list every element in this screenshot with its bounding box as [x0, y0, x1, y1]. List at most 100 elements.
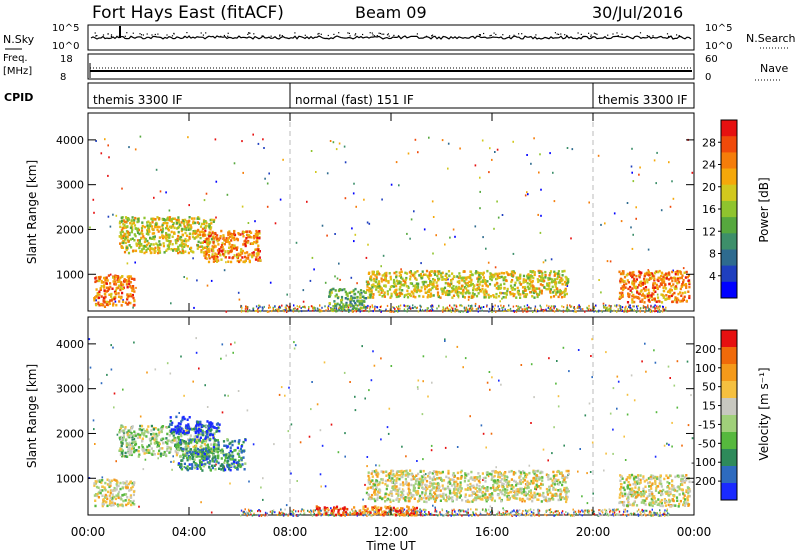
backscatter-cell	[167, 233, 170, 237]
scatter-pixel	[198, 367, 200, 370]
backscatter-cell	[424, 287, 427, 291]
backscatter-cell	[531, 275, 534, 278]
noise-pixel	[317, 308, 319, 311]
backscatter-cell	[629, 285, 632, 289]
scatter-pixel	[353, 182, 355, 185]
backscatter-cell	[123, 431, 126, 435]
noise-pixel	[298, 310, 300, 313]
noise-pixel	[544, 513, 546, 516]
backscatter-cell	[445, 278, 448, 281]
backscatter-cell	[345, 303, 348, 306]
scatter-pixel	[387, 432, 390, 435]
backscatter-cell	[664, 283, 667, 287]
backscatter-cell	[161, 447, 164, 450]
backscatter-cell	[119, 437, 122, 441]
noise-pixel	[521, 512, 523, 515]
scatter-pixel	[417, 388, 419, 390]
backscatter-cell	[459, 275, 462, 278]
freq-left-tick-bottom: 8	[60, 72, 66, 83]
backscatter-cell	[228, 241, 231, 244]
backscatter-cell	[182, 251, 185, 255]
backscatter-cell	[650, 294, 653, 297]
backscatter-cell	[165, 232, 168, 235]
backscatter-cell	[108, 293, 111, 296]
backscatter-cell	[676, 301, 679, 304]
backscatter-cell	[121, 300, 125, 303]
noise-pixel	[248, 309, 251, 312]
backscatter-cell	[450, 279, 453, 282]
noise-pixel	[371, 514, 373, 517]
scatter-pixel	[666, 442, 668, 445]
noise-pixel	[588, 510, 590, 513]
backscatter-cell	[230, 260, 233, 264]
backscatter-cell	[665, 272, 668, 275]
backscatter-cell	[114, 280, 117, 283]
backscatter-cell	[205, 257, 208, 260]
backscatter-cell	[231, 233, 234, 236]
backscatter-cell	[228, 467, 231, 471]
scatter-pixel	[530, 363, 533, 366]
noise-pixel	[523, 305, 526, 308]
backscatter-cell	[158, 431, 161, 434]
backscatter-cell	[100, 285, 103, 288]
backscatter-cell	[381, 289, 385, 292]
scatter-pixel	[498, 379, 500, 382]
noise-pixel	[616, 304, 618, 307]
backscatter-cell	[207, 446, 210, 449]
noise-pixel	[598, 513, 600, 516]
backscatter-cell	[626, 301, 630, 304]
noise-pixel	[294, 307, 296, 310]
backscatter-cell	[107, 274, 110, 277]
backscatter-cell	[208, 455, 211, 458]
noise-pixel	[501, 306, 503, 309]
noise-pixel	[359, 310, 361, 313]
backscatter-cell	[177, 216, 180, 219]
scatter-pixel	[139, 415, 142, 418]
scatter-pixel	[280, 386, 283, 389]
scatter-pixel	[407, 152, 410, 155]
backscatter-cell	[688, 296, 691, 300]
backscatter-cell	[338, 309, 341, 312]
noise-search-point	[318, 32, 320, 35]
backscatter-cell	[387, 280, 390, 283]
backscatter-cell	[219, 236, 222, 240]
backscatter-cell	[130, 230, 133, 234]
backscatter-cell	[679, 291, 682, 294]
backscatter-cell	[119, 288, 122, 292]
noise-pixel	[366, 306, 369, 309]
noise-pixel	[330, 309, 333, 312]
backscatter-cell	[357, 290, 360, 294]
freq-label-1: Freq.	[3, 53, 28, 64]
backscatter-cell	[255, 229, 258, 233]
noise-pixel	[249, 512, 251, 514]
backscatter-cell	[118, 280, 121, 283]
backscatter-cell	[96, 493, 99, 496]
backscatter-cell	[430, 294, 433, 298]
backscatter-cell	[498, 276, 501, 279]
backscatter-cell	[553, 274, 556, 277]
noise-pixel	[285, 311, 288, 313]
backscatter-cell	[497, 287, 500, 291]
backscatter-cell	[408, 292, 411, 296]
backscatter-cell	[158, 442, 161, 446]
scatter-pixel	[669, 205, 672, 208]
noise-pixel	[662, 305, 664, 308]
backscatter-cell	[381, 295, 384, 298]
backscatter-cell	[131, 293, 134, 297]
backscatter-cell	[136, 436, 139, 439]
backscatter-cell	[217, 243, 220, 246]
backscatter-cell	[372, 284, 375, 287]
backscatter-cell	[340, 288, 343, 292]
noise-pixel	[327, 511, 329, 514]
noise-pixel	[616, 513, 618, 516]
backscatter-cell	[481, 279, 484, 282]
backscatter-cell	[125, 503, 128, 507]
backscatter-cell	[112, 304, 115, 307]
backscatter-cell	[227, 252, 230, 255]
noise-pixel	[600, 510, 603, 513]
backscatter-cell	[179, 438, 182, 442]
backscatter-cell	[131, 425, 134, 428]
backscatter-cell	[184, 243, 187, 247]
backscatter-cell	[335, 309, 338, 313]
backscatter-cell	[169, 416, 172, 419]
